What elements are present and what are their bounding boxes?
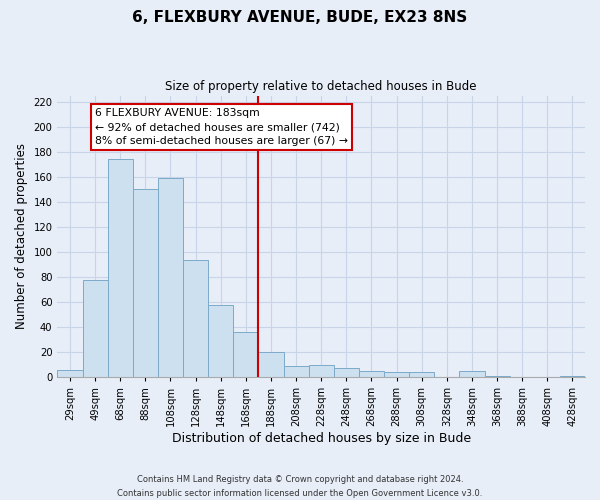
Bar bbox=[133, 190, 158, 377]
Bar bbox=[560, 376, 585, 377]
Bar bbox=[107, 160, 133, 377]
Bar bbox=[485, 376, 509, 377]
Bar bbox=[409, 372, 434, 377]
Bar bbox=[58, 370, 83, 377]
Bar bbox=[208, 304, 233, 377]
Bar bbox=[83, 280, 107, 377]
Bar bbox=[158, 178, 183, 377]
Title: Size of property relative to detached houses in Bude: Size of property relative to detached ho… bbox=[166, 80, 477, 93]
Bar bbox=[233, 332, 259, 377]
Bar bbox=[259, 352, 284, 377]
Bar bbox=[384, 372, 409, 377]
X-axis label: Distribution of detached houses by size in Bude: Distribution of detached houses by size … bbox=[172, 432, 471, 445]
Bar bbox=[183, 260, 208, 377]
Bar bbox=[308, 364, 334, 377]
Text: 6, FLEXBURY AVENUE, BUDE, EX23 8NS: 6, FLEXBURY AVENUE, BUDE, EX23 8NS bbox=[133, 10, 467, 25]
Bar bbox=[359, 371, 384, 377]
Y-axis label: Number of detached properties: Number of detached properties bbox=[15, 144, 28, 330]
Bar bbox=[284, 366, 308, 377]
Bar bbox=[460, 371, 485, 377]
Text: 6 FLEXBURY AVENUE: 183sqm
← 92% of detached houses are smaller (742)
8% of semi-: 6 FLEXBURY AVENUE: 183sqm ← 92% of detac… bbox=[95, 108, 348, 146]
Bar bbox=[334, 368, 359, 377]
Text: Contains HM Land Registry data © Crown copyright and database right 2024.
Contai: Contains HM Land Registry data © Crown c… bbox=[118, 476, 482, 498]
